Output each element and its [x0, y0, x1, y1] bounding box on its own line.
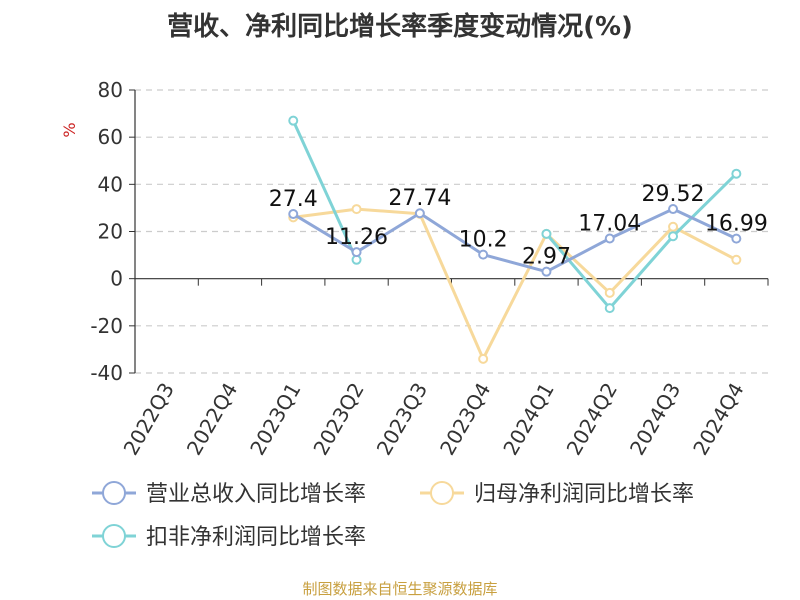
data-label: 27.74 [388, 186, 451, 211]
data-point [478, 249, 489, 260]
data-point [414, 208, 425, 219]
data-point [731, 168, 742, 179]
y-tick-label: 20 [98, 220, 123, 244]
x-tick-label: 2024Q4 [688, 379, 748, 460]
data-point [478, 353, 489, 364]
data-point [668, 231, 679, 242]
data-point [668, 221, 679, 232]
series-layer [288, 115, 742, 364]
series-line [292, 207, 737, 274]
x-tick-label: 2024Q3 [625, 379, 685, 460]
y-tick-label: -40 [90, 361, 123, 385]
x-tick-label: 2022Q3 [119, 379, 179, 460]
legend-label: 营业总收入同比增长率 [146, 482, 366, 507]
data-label: 29.52 [642, 182, 705, 207]
data-label: 17.04 [578, 211, 641, 236]
data-point [288, 209, 299, 220]
y-tick-label: 80 [98, 78, 123, 102]
chart-title: 营收、净利同比增长率季度变动情况(%) [167, 12, 633, 42]
legend-item: 营业总收入同比增长率 [92, 481, 366, 507]
data-label: 27.4 [269, 187, 318, 212]
axes [129, 89, 769, 374]
legend-item: 扣非净利润同比增长率 [92, 524, 366, 550]
data-label: 11.26 [325, 225, 388, 250]
x-tick-label: 2023Q4 [435, 379, 495, 460]
legend-label: 归母净利润同比增长率 [474, 482, 694, 507]
y-tick-labels: 80 60 40 20 0 -20 -40 [90, 78, 123, 385]
data-label: 10.2 [459, 228, 508, 253]
x-tick-label: 2023Q3 [372, 379, 432, 460]
x-tick-label: 2024Q2 [562, 379, 622, 460]
series-line [545, 172, 738, 311]
data-source-note: 制图数据来自恒生聚源数据库 [302, 580, 498, 598]
legend-item: 归母净利润同比增长率 [420, 481, 694, 507]
x-tick-label: 2022Q4 [182, 379, 242, 460]
x-tick-label: 2023Q1 [245, 379, 305, 460]
x-tick-label: 2024Q1 [498, 379, 558, 460]
legend-marker [430, 481, 454, 505]
data-point [731, 233, 742, 244]
data-label: 16.99 [705, 212, 768, 237]
x-tick-label: 2023Q2 [308, 379, 368, 460]
data-point [288, 115, 299, 126]
y-tick-label: 60 [98, 125, 123, 149]
legend-marker [102, 481, 126, 505]
y-tick-label: -20 [90, 314, 123, 338]
data-point [351, 204, 362, 215]
y-axis-label: % [60, 122, 79, 137]
data-point [541, 266, 552, 277]
y-tick-label: 40 [98, 172, 123, 196]
data-point [541, 228, 552, 239]
legend-label: 扣非净利润同比增长率 [146, 525, 366, 550]
data-point [351, 247, 362, 258]
series-line [293, 207, 738, 363]
data-point [604, 233, 615, 244]
x-tick-labels: 2022Q3 2022Q4 2023Q1 2023Q2 2023Q3 2023Q4 2024… [119, 379, 749, 460]
data-point [604, 303, 615, 314]
series-line [291, 120, 358, 261]
data-point [604, 287, 615, 298]
y-tick-label: 0 [110, 267, 123, 291]
data-point [731, 254, 742, 265]
data-point [668, 204, 679, 215]
legend-marker [102, 524, 126, 548]
data-label: 2.97 [522, 245, 571, 270]
